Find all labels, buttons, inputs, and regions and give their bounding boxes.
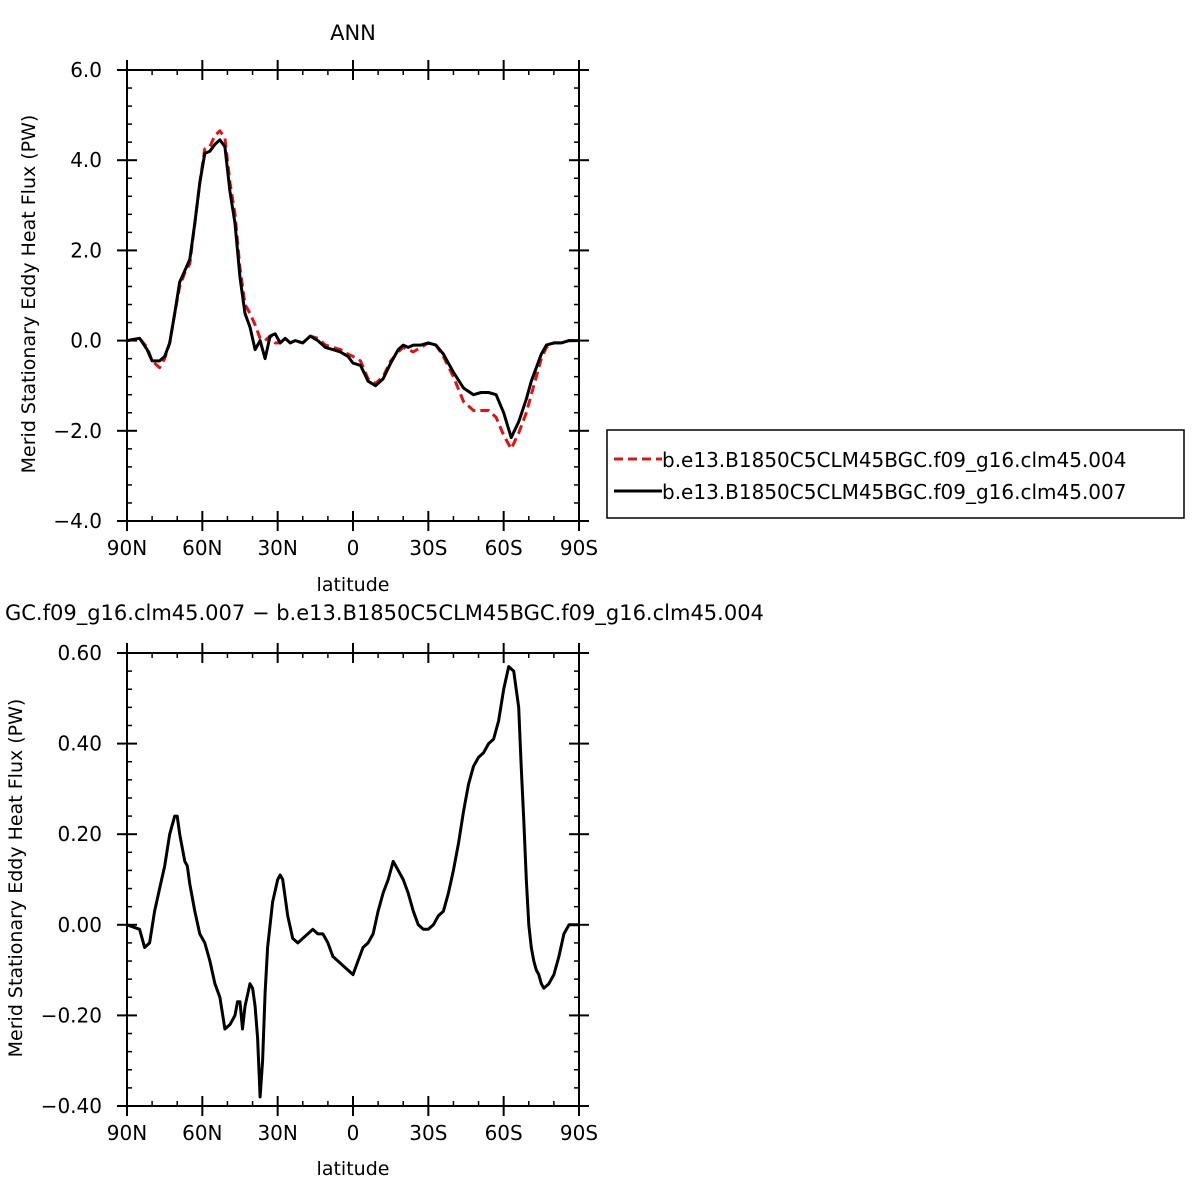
top-chart-title: ANN: [330, 21, 376, 45]
top-chart-y-axis-label: Merid Stationary Eddy Heat Flux (PW): [18, 115, 40, 474]
top-y-tick-label: 6.0: [70, 58, 102, 82]
bottom-y-tick-label: −0.20: [41, 1003, 102, 1027]
bottom-y-tick-label: 0.40: [57, 732, 102, 756]
top-y-tick-label: 4.0: [70, 148, 102, 172]
bottom-x-tick-label: 90N: [107, 1121, 147, 1145]
top-x-tick-label: 30S: [409, 536, 447, 560]
bottom-chart-x-axis-label: latitude: [317, 1158, 390, 1180]
legend-label-series-007: b.e13.B1850C5CLM45BGC.f09_g16.clm45.007: [662, 480, 1126, 504]
bottom-chart-title: GC.f09_g16.clm45.007 − b.e13.B1850C5CLM4…: [5, 601, 764, 626]
bottom-x-tick-label: 30S: [409, 1121, 447, 1145]
top-chart-plot-area: 90N 60N 30N 0 30S 60S 90S −4.0 −2.0 0.0 2.0 4.0 6.0: [53, 58, 598, 560]
bottom-y-tick-label: 0.00: [57, 913, 102, 937]
legend: b.e13.B1850C5CLM45BGC.f09_g16.clm45.004 …: [606, 429, 1185, 519]
legend-label-series-004: b.e13.B1850C5CLM45BGC.f09_g16.clm45.004: [662, 448, 1126, 472]
bottom-x-tick-label: 0: [347, 1121, 360, 1145]
top-x-tick-label: 30N: [257, 536, 297, 560]
top-y-tick-label: 0.0: [70, 329, 102, 353]
top-x-tick-label: 60S: [485, 536, 523, 560]
top-series-line-1: [126, 138, 579, 440]
top-x-tick-label: 0: [347, 536, 360, 560]
top-x-tick-label: 90N: [107, 536, 147, 560]
bottom-x-tick-label: 60N: [182, 1121, 222, 1145]
bottom-y-tick-label: 0.60: [57, 641, 102, 665]
top-chart-x-axis-label: latitude: [317, 574, 390, 596]
top-y-tick-label: 2.0: [70, 238, 102, 262]
top-x-tick-label: 90S: [560, 536, 598, 560]
top-y-tick-label: −2.0: [53, 419, 102, 443]
bottom-x-tick-label: 30N: [257, 1121, 297, 1145]
bottom-x-tick-label: 90S: [560, 1121, 598, 1145]
top-y-tick-label: −4.0: [53, 509, 102, 533]
legend-box: [606, 429, 1185, 519]
bottom-chart-panel: GC.f09_g16.clm45.007 − b.e13.B1850C5CLM4…: [5, 601, 764, 1180]
top-chart-panel: ANN latitude Merid Stationary Eddy Heat …: [18, 21, 598, 596]
bottom-chart-plot-area: 90N 60N 30N 0 30S 60S 90S −0.40 −0.20 0.00 0.20 0.4…: [41, 641, 598, 1145]
bottom-chart-y-axis-label: Merid Stationary Eddy Heat Flux (PW): [5, 699, 27, 1058]
bottom-x-tick-label: 60S: [485, 1121, 523, 1145]
bottom-series-line-0: [126, 665, 579, 1099]
top-x-tick-label: 60N: [182, 536, 222, 560]
bottom-y-tick-label: 0.20: [57, 822, 102, 846]
bottom-y-tick-label: −0.40: [41, 1094, 102, 1118]
